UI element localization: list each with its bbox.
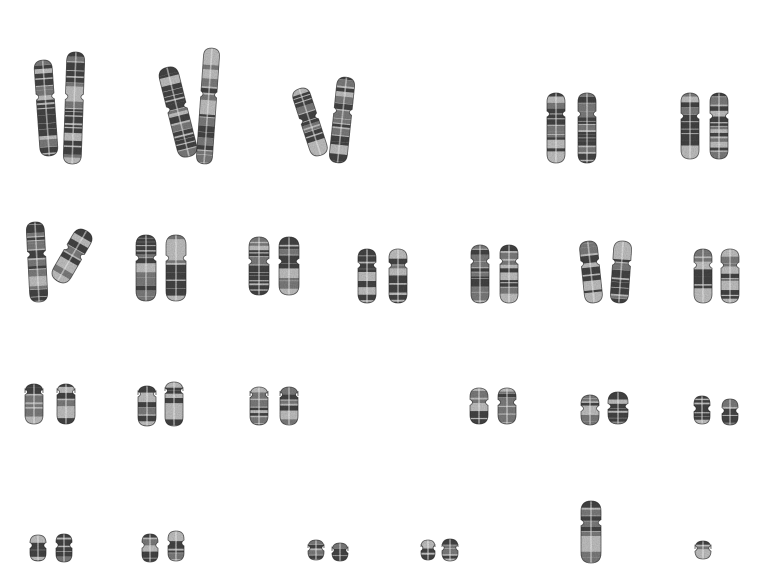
chromosome bbox=[420, 539, 436, 561]
chromosome bbox=[195, 47, 221, 165]
chromosome-pair-6 bbox=[25, 221, 96, 303]
chromosome bbox=[24, 383, 44, 425]
chromosome-pair-8 bbox=[248, 236, 300, 296]
chromosome bbox=[141, 533, 159, 563]
chromosome-pair-2 bbox=[157, 47, 221, 165]
chromosome bbox=[290, 85, 330, 159]
chromosome bbox=[578, 240, 604, 304]
chromosome bbox=[680, 92, 700, 160]
chromosome bbox=[609, 240, 633, 304]
chromosome bbox=[328, 76, 356, 164]
chromosome-pair-12 bbox=[693, 248, 740, 304]
chromosome bbox=[48, 225, 96, 287]
chromosome bbox=[720, 248, 740, 304]
chromosome-pair-19 bbox=[29, 533, 73, 563]
chromosome-pair-10 bbox=[470, 244, 519, 304]
chromosome bbox=[499, 244, 519, 304]
chromosome bbox=[56, 383, 76, 425]
chromosome bbox=[331, 542, 349, 562]
chromosome bbox=[249, 386, 269, 426]
chromosome-pair-5 bbox=[680, 92, 729, 160]
chromosome bbox=[278, 236, 300, 296]
chromosome-y bbox=[694, 540, 712, 560]
chromosome-pair-7 bbox=[135, 234, 187, 302]
chromosome bbox=[55, 533, 73, 563]
chromosome bbox=[580, 500, 602, 564]
chromosome bbox=[167, 530, 185, 562]
chromosome bbox=[469, 387, 489, 425]
chromosome bbox=[157, 64, 199, 160]
chromosome bbox=[546, 92, 566, 164]
chromosome bbox=[441, 538, 459, 562]
chromosome bbox=[164, 381, 184, 427]
chromosome-pair-17 bbox=[580, 391, 629, 426]
chromosome-pair-14 bbox=[137, 381, 184, 427]
chromosome bbox=[137, 385, 157, 427]
chromosome bbox=[357, 248, 377, 304]
chromosome bbox=[135, 234, 157, 302]
chromosome-pair-20 bbox=[141, 530, 185, 563]
chromosome-pair-22 bbox=[420, 538, 459, 562]
chromosome bbox=[388, 248, 408, 304]
chromosome bbox=[709, 92, 729, 160]
chromosome bbox=[693, 395, 711, 425]
chromosome bbox=[607, 391, 629, 425]
chromosome bbox=[693, 248, 713, 304]
chromosome-pair-18 bbox=[693, 395, 739, 426]
chromosome-x bbox=[580, 500, 602, 564]
chromosome bbox=[29, 534, 47, 562]
chromosome-pair-13 bbox=[24, 383, 76, 425]
chromosome-pair-9 bbox=[357, 248, 408, 304]
chromosome-pair-21 bbox=[307, 539, 349, 562]
chromosome bbox=[577, 92, 597, 164]
chromosome bbox=[497, 387, 517, 425]
chromosome bbox=[62, 51, 86, 165]
chromosome bbox=[721, 398, 739, 426]
chromosome bbox=[25, 221, 49, 303]
chromosome-pair-16 bbox=[469, 387, 517, 425]
chromosome bbox=[307, 539, 325, 561]
chromosome-pair-15 bbox=[249, 386, 299, 426]
chromosome-pair-3 bbox=[290, 76, 356, 164]
chromosome bbox=[470, 244, 490, 304]
chromosome bbox=[165, 234, 187, 302]
chromosome bbox=[248, 236, 270, 296]
chromosome bbox=[694, 540, 712, 560]
chromosome bbox=[279, 386, 299, 426]
chromosome bbox=[580, 394, 600, 426]
chromosome-pair-1 bbox=[33, 51, 86, 165]
chromosome-pair-4 bbox=[546, 92, 597, 164]
chromosome-pair-11 bbox=[578, 240, 633, 304]
chromosome bbox=[33, 59, 59, 157]
